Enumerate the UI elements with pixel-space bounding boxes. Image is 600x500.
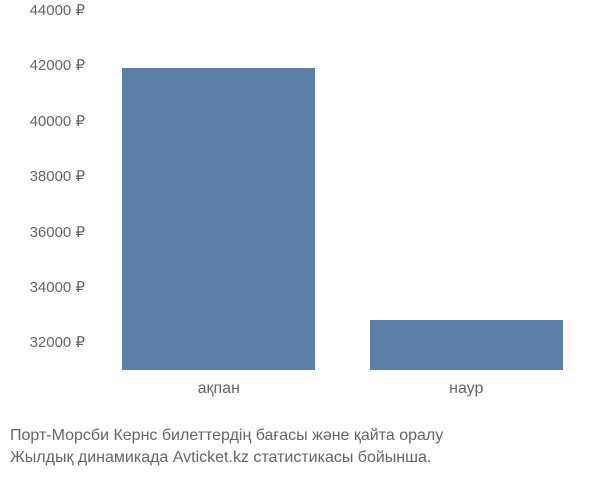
plot-area [95, 10, 590, 370]
x-tick-label: ақпан [198, 380, 240, 398]
caption-line-1: Порт-Морсби Кернс билеттердің бағасы жән… [10, 425, 590, 447]
chart-caption: Порт-Морсби Кернс билеттердің бағасы жән… [10, 425, 590, 470]
y-axis: 32000 ₽ 34000 ₽ 36000 ₽ 38000 ₽ 40000 ₽ 42000… [10, 10, 95, 370]
y-tick-label: 32000 ₽ [30, 333, 85, 351]
y-tick-label: 40000 ₽ [30, 112, 85, 130]
bar [122, 68, 315, 370]
bar [370, 320, 563, 370]
price-chart: 32000 ₽ 34000 ₽ 36000 ₽ 38000 ₽ 40000 ₽ 42000… [10, 10, 590, 410]
y-tick-label: 36000 ₽ [30, 223, 85, 241]
y-tick-label: 34000 ₽ [30, 278, 85, 296]
caption-line-2: Жылдық динамикада Avticket.kz статистика… [10, 447, 590, 469]
y-tick-label: 44000 ₽ [30, 1, 85, 19]
y-tick-label: 42000 ₽ [30, 56, 85, 74]
x-tick-label: наур [449, 380, 483, 398]
x-axis: ақпан наур [95, 380, 590, 410]
y-tick-label: 38000 ₽ [30, 167, 85, 185]
